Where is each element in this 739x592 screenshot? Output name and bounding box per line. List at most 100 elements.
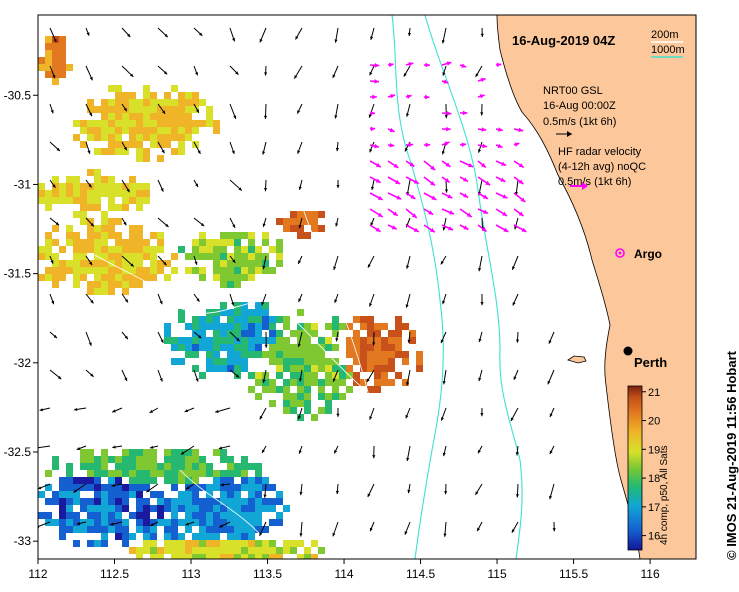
sst-cell (325, 379, 332, 386)
wind-arrow-head (161, 149, 165, 154)
sst-cell (143, 512, 150, 519)
sst-cell (213, 351, 220, 358)
sst-cell (248, 274, 255, 281)
wind-arrow-head (549, 495, 553, 500)
sst-cell (66, 260, 73, 267)
sst-cell (143, 533, 150, 540)
sst-cell (339, 379, 346, 386)
sst-cell (87, 246, 94, 253)
sst-cell (325, 407, 332, 414)
wind-arrow-head (232, 38, 236, 42)
wind-arrow-head (475, 491, 479, 495)
sst-cell (248, 337, 255, 344)
radar-arrow-head (514, 142, 520, 147)
radar-arrow-head (482, 194, 488, 199)
sst-cell (220, 302, 227, 309)
sst-cell (108, 484, 115, 491)
sst-cell (297, 414, 304, 421)
sst-cell (122, 274, 129, 281)
sst-cell (353, 358, 360, 365)
wind-arrow-head (406, 382, 410, 386)
wind-arrow-head (334, 115, 338, 119)
colorbar: 16 17 18 19 20 21 (627, 385, 660, 551)
sst-cell (115, 463, 122, 470)
sst-cell (367, 344, 374, 351)
radar-arrow-head (518, 179, 524, 184)
sst-cell (178, 106, 185, 113)
sst-cell (150, 477, 157, 484)
sst-cell (206, 358, 213, 365)
sst-cell (255, 547, 262, 554)
sst-cell (255, 351, 262, 358)
sst-cell (108, 120, 115, 127)
sst-cell (227, 554, 234, 559)
sst-cell (234, 526, 241, 533)
sst-cell (136, 267, 143, 274)
sst-cell (136, 190, 143, 197)
sst-cell (255, 337, 262, 344)
sst-cell (206, 540, 213, 547)
sst-cell (227, 365, 234, 372)
sst-cell (164, 141, 171, 148)
sst-cell (178, 148, 185, 155)
sst-cell (395, 316, 402, 323)
wind-arrow-head (477, 527, 481, 532)
sst-cell (374, 379, 381, 386)
sst-cell (87, 190, 94, 197)
sst-cell (150, 456, 157, 463)
sst-cell (80, 204, 87, 211)
sst-cell (45, 498, 52, 505)
sst-cell (150, 449, 157, 456)
wind-legend-line3: 0.5m/s (1kt 6h) (543, 116, 616, 128)
wind-arrow-head (55, 222, 59, 226)
sst-cell (143, 120, 150, 127)
sst-cell (143, 456, 150, 463)
sst-cell (199, 239, 206, 246)
sst-cell (283, 358, 290, 365)
wind-arrow-head (334, 299, 338, 303)
sst-cell (157, 491, 164, 498)
perth-marker: Perth (623, 346, 667, 370)
wind-arrow-head (50, 109, 54, 114)
sst-cell (353, 351, 360, 358)
sst-cell (122, 491, 129, 498)
sst-cell (143, 267, 150, 274)
sst-cell (199, 540, 206, 547)
sst-cell (276, 344, 283, 351)
sst-cell (241, 232, 248, 239)
sst-cell (80, 211, 87, 218)
sst-cell (213, 337, 220, 344)
sst-cell (381, 337, 388, 344)
sst-cell (52, 463, 59, 470)
sst-cell (297, 323, 304, 330)
radar-arrow-head (479, 94, 485, 99)
sst-cell (213, 120, 220, 127)
sst-cell (73, 274, 80, 281)
sst-cell (171, 449, 178, 456)
sst-cell (248, 232, 255, 239)
sst-cell (185, 540, 192, 547)
radar-arrow-head (389, 142, 395, 148)
sst-cell (150, 120, 157, 127)
sst-cell (227, 239, 234, 246)
wind-arrow-head (264, 72, 268, 76)
sst-cell (45, 36, 52, 43)
sst-cell (262, 302, 269, 309)
sst-cell (66, 519, 73, 526)
x-tick-label: 113 (181, 567, 200, 581)
sst-cell (241, 554, 248, 559)
sst-cell (318, 407, 325, 414)
sst-cell (59, 190, 66, 197)
sst-cell (318, 393, 325, 400)
sst-cell (52, 197, 59, 204)
sst-cell (220, 330, 227, 337)
y-tick-label: -32 (14, 356, 32, 370)
sst-cell (290, 547, 297, 554)
sst-cell (213, 323, 220, 330)
sst-cell (318, 211, 325, 218)
sst-cell (38, 491, 45, 498)
wind-arrow-head (74, 407, 78, 411)
sst-cell (115, 120, 122, 127)
sst-cell (108, 274, 115, 281)
wind-arrow-head (263, 494, 267, 498)
